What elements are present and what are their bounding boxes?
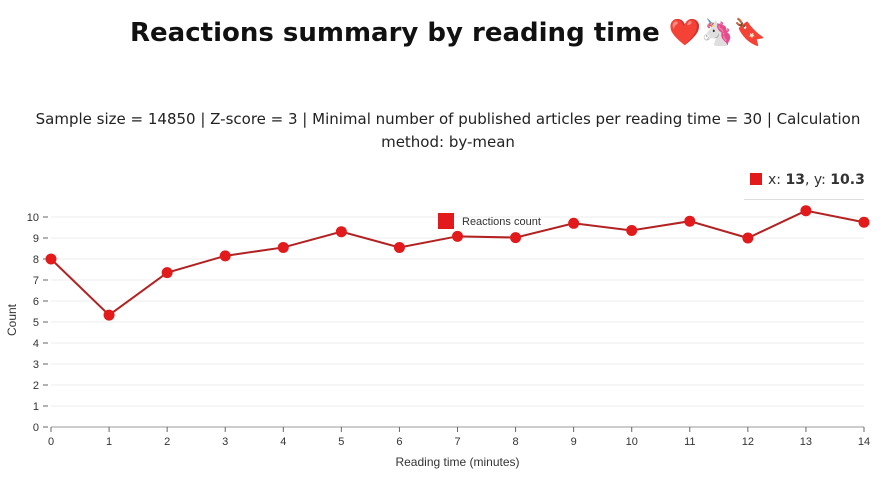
data-point (335, 226, 347, 238)
data-point (626, 224, 638, 236)
y-tick-label: 4 (33, 338, 39, 350)
data-point (45, 253, 57, 265)
x-tick-label: 10 (626, 436, 638, 448)
y-tick-label: 9 (33, 233, 39, 245)
y-tick-label: 0 (33, 422, 39, 434)
y-tick-label: 8 (33, 254, 39, 266)
x-tick-label: 5 (338, 436, 344, 448)
x-tick-label: 8 (513, 436, 519, 448)
x-tick-label: 0 (48, 436, 54, 448)
x-tick-label: 11 (684, 436, 695, 448)
y-axis-label: Count (5, 303, 19, 336)
tooltip-x-label: x: (768, 172, 786, 188)
series-line (50, 209, 865, 317)
data-point (103, 309, 115, 321)
tooltip: x: 13, y: 10.3 (744, 172, 865, 200)
data-point (858, 216, 870, 228)
tooltip-y: 10.3 (830, 172, 865, 188)
y-tick-label: 3 (33, 359, 39, 371)
chart-title: Reactions summary by reading time ❤️🦄🔖 (130, 18, 766, 48)
y-tick-label: 10 (27, 212, 39, 224)
legend-swatch (438, 213, 454, 229)
x-tick-label: 7 (454, 436, 460, 448)
y-tick-label: 6 (33, 296, 39, 308)
y-tick-label: 1 (33, 401, 39, 413)
x-tick-label: 13 (800, 436, 812, 448)
tooltip-x: 13 (785, 172, 805, 188)
x-tick-label: 14 (858, 436, 870, 448)
data-point (219, 250, 231, 262)
x-tick-label: 3 (222, 436, 228, 448)
x-tick-label: 9 (571, 436, 577, 448)
tooltip-swatch (750, 173, 762, 185)
chart-subtitle: Sample size = 14850 | Z-score = 3 | Mini… (35, 110, 861, 151)
data-point (742, 232, 754, 244)
y-tick-label: 7 (33, 275, 39, 287)
data-point (452, 230, 463, 242)
data-point (510, 232, 522, 244)
data-point (684, 215, 696, 227)
data-point (277, 241, 289, 253)
data-point (161, 267, 173, 279)
x-tick-label: 4 (280, 436, 286, 448)
x-axis-label: Reading time (minutes) (395, 455, 519, 469)
y-tick-label: 5 (33, 317, 39, 329)
x-tick-label: 2 (164, 436, 170, 448)
y-tick-label: 2 (33, 380, 39, 392)
data-point (800, 205, 812, 217)
data-point (568, 217, 580, 229)
data-point (393, 241, 405, 253)
tooltip-y-label: , y: (804, 172, 831, 188)
x-tick-label: 6 (396, 436, 402, 448)
legend-label: Reactions count (462, 216, 541, 228)
x-tick-label: 1 (106, 436, 112, 448)
x-tick-label: 12 (742, 436, 754, 448)
